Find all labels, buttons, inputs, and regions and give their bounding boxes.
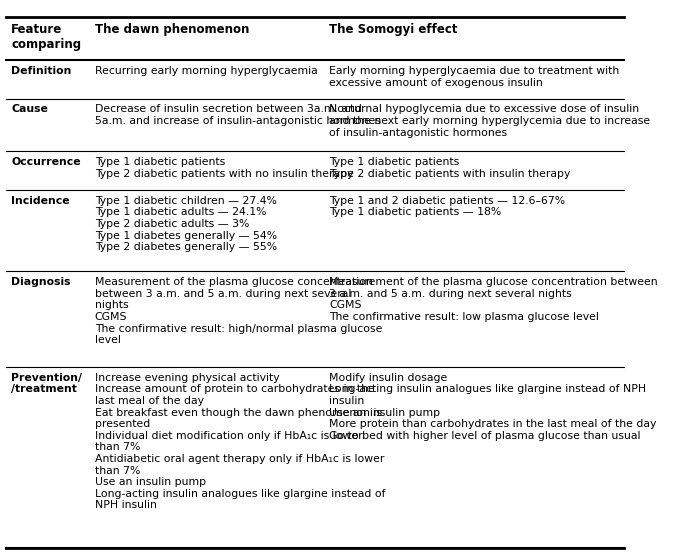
Text: Measurement of the plasma glucose concentration
between 3 a.m. and 5 a.m. during: Measurement of the plasma glucose concen… — [94, 277, 382, 345]
Text: Type 1 diabetic children — 27.4%
Type 1 diabetic adults — 24.1%
Type 2 diabetic : Type 1 diabetic children — 27.4% Type 1 … — [94, 196, 276, 252]
Text: Cause: Cause — [11, 105, 48, 115]
Text: The dawn phenomenon: The dawn phenomenon — [94, 23, 249, 35]
Text: Modify insulin dosage
Long-acting insulin analogues like glargine instead of NPH: Modify insulin dosage Long-acting insuli… — [330, 373, 657, 441]
Text: Decrease of insulin secretion between 3a.m. and
5a.m. and increase of insulin-an: Decrease of insulin secretion between 3a… — [94, 105, 381, 126]
Text: Recurring early morning hyperglycaemia: Recurring early morning hyperglycaemia — [94, 66, 317, 76]
Text: Definition: Definition — [11, 66, 71, 76]
Text: Diagnosis: Diagnosis — [11, 277, 71, 287]
Text: Increase evening physical activity
Increase amount of protein to carbohydrates i: Increase evening physical activity Incre… — [94, 373, 385, 510]
Text: Incidence: Incidence — [11, 196, 70, 206]
Text: Occurrence: Occurrence — [11, 157, 81, 167]
Text: Measurement of the plasma glucose concentration between
3 a.m. and 5 a.m. during: Measurement of the plasma glucose concen… — [330, 277, 658, 322]
Text: Type 1 and 2 diabetic patients — 12.6–67%
Type 1 diabetic patients — 18%: Type 1 and 2 diabetic patients — 12.6–67… — [330, 196, 566, 217]
Text: Feature
comparing: Feature comparing — [11, 23, 81, 50]
Text: Early morning hyperglycaemia due to treatment with
excessive amount of exogenous: Early morning hyperglycaemia due to trea… — [330, 66, 620, 88]
Text: Type 1 diabetic patients
Type 2 diabetic patients with insulin therapy: Type 1 diabetic patients Type 2 diabetic… — [330, 157, 570, 179]
Text: Nocturnal hypoglycemia due to excessive dose of insulin
and the next early morni: Nocturnal hypoglycemia due to excessive … — [330, 105, 650, 137]
Text: Prevention/
/treatment: Prevention/ /treatment — [11, 373, 82, 394]
Text: Type 1 diabetic patients
Type 2 diabetic patients with no insulin therapy: Type 1 diabetic patients Type 2 diabetic… — [94, 157, 353, 179]
Text: The Somogyi effect: The Somogyi effect — [330, 23, 458, 35]
